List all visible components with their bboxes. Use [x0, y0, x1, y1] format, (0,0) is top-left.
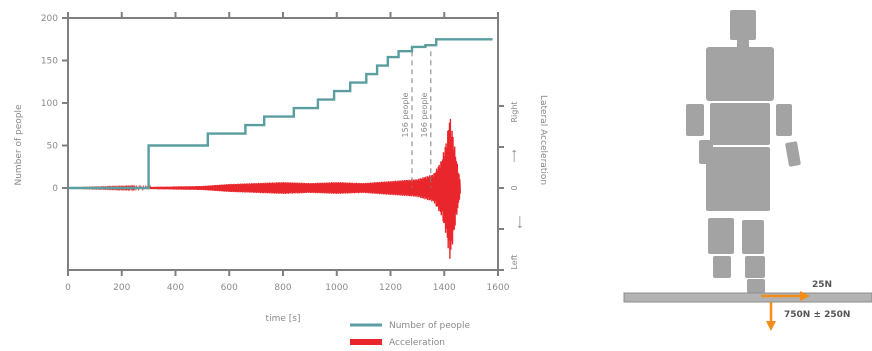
y-tick-label: 0	[52, 184, 58, 194]
x-tick-label: 800	[274, 283, 291, 293]
x-tick-label: 1200	[379, 283, 402, 293]
right-axis-label-zero: 0	[510, 185, 519, 190]
x-tick-label: 600	[221, 283, 238, 293]
right-axis-label: Lateral Acceleration	[538, 95, 548, 185]
x-tick-label: 1600	[487, 283, 510, 293]
people-annotations: 156 people 166 people	[401, 51, 432, 188]
y-tick-label: 100	[41, 99, 58, 109]
x-axis-label: time [s]	[266, 314, 301, 324]
x-tick-labels: 0 200 400 600 800 1000 1200 1400 1600	[65, 283, 510, 293]
y-tick-label: 200	[41, 14, 58, 24]
person-foot	[747, 279, 765, 293]
x-tick-label: 200	[113, 283, 130, 293]
vertical-force-arrowhead	[766, 321, 776, 331]
x-tick-label: 1000	[325, 283, 348, 293]
person-thigh-left	[708, 218, 734, 254]
x-tick-label: 0	[65, 283, 71, 293]
y-tick-label: 150	[41, 57, 58, 67]
y-tick-labels: 0 50 100 150 200	[41, 14, 58, 194]
y-axis-label: Number of people	[14, 104, 24, 186]
force-arrows	[761, 291, 810, 331]
y-tick-label: 50	[47, 142, 59, 152]
person-upper-arm-right	[776, 104, 792, 136]
axis-ticks	[62, 12, 504, 276]
right-axis-arrow-up: ⟶	[510, 149, 520, 162]
legend: Number of people Acceleration	[350, 321, 471, 348]
person-forearm-left	[699, 140, 713, 164]
lateral-force-arrowhead	[800, 291, 810, 301]
annotation-label: 156 people	[401, 92, 410, 137]
person-shin-left	[713, 256, 731, 278]
person-shin-right	[745, 256, 765, 278]
person-thigh-right	[742, 220, 764, 254]
person-torso-lower	[710, 103, 770, 145]
person-torso-upper	[706, 47, 774, 101]
person-upper-arm-left	[686, 104, 704, 136]
person-neck	[737, 40, 749, 48]
ground-deck	[623, 292, 872, 303]
walking-person-icon	[686, 10, 801, 293]
person-head	[730, 10, 756, 40]
person-forearm-right	[785, 141, 801, 167]
legend-label-people: Number of people	[389, 321, 471, 331]
person-pelvis	[706, 147, 770, 211]
number-of-people-line	[68, 38, 493, 190]
right-axis-label-right: Right	[510, 101, 519, 122]
legend-label-acceleration: Acceleration	[389, 338, 445, 348]
vertical-force-label: 750N ± 250N	[784, 310, 850, 320]
annotation-label: 166 people	[420, 92, 429, 137]
x-tick-label: 1400	[433, 283, 456, 293]
x-tick-label: 400	[167, 283, 184, 293]
lateral-force-label: 25N	[812, 280, 832, 290]
plot-frame	[67, 17, 499, 271]
right-axis-label-left: Left	[510, 254, 519, 269]
right-axis-arrow-down: ⟶	[514, 216, 524, 229]
